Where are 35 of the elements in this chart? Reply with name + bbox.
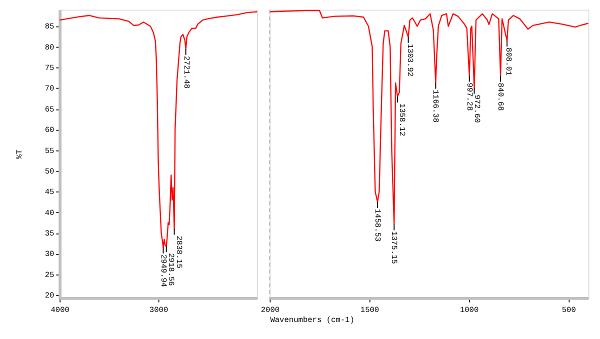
annotation: 1166.38 (430, 90, 440, 123)
annotation: 840.68 (496, 82, 505, 112)
annotation: 808.01 (503, 48, 512, 76)
x-axis-title: Wavenumbers (cm-1) (270, 316, 354, 325)
annotation: 997.28 (464, 82, 474, 112)
x-tick-label: 1000 (460, 306, 479, 316)
annotation: 2918.56 (166, 253, 176, 286)
y-tick-label: 45 (44, 188, 55, 198)
x-tick-label: 3000 (149, 306, 168, 316)
annotation: 1458.53 (372, 208, 382, 242)
annotation: 2838.15 (174, 236, 183, 269)
y-tick-label: 30 (44, 250, 55, 260)
y-axis-title: %T (15, 149, 24, 159)
annotation: 972.60 (472, 94, 482, 124)
x-tick-label: 500 (562, 306, 576, 316)
y-tick-label: 50 (44, 167, 55, 176)
annotation: 1358.12 (396, 103, 406, 136)
y-tick-label: 80 (44, 43, 55, 52)
y-tick-label: 85 (44, 22, 55, 32)
annotation: 2949.94 (158, 254, 168, 288)
y-tick-label: 55 (44, 146, 55, 156)
annotation: 2721.48 (182, 56, 191, 89)
x-tick-label: 4000 (50, 306, 70, 316)
y-tick-label: 70 (44, 84, 55, 94)
annotation: 1303.92 (404, 44, 414, 77)
y-tick-label: 35 (44, 229, 55, 238)
y-tick-label: 20 (44, 292, 55, 301)
annotation: 1375.15 (389, 231, 398, 264)
y-tick-label: 75 (44, 64, 55, 74)
y-tick-label: 40 (44, 208, 55, 218)
x-tick-label: 1500 (360, 306, 380, 316)
y-tick-label: 25 (44, 270, 55, 280)
y-tick-label: 65 (44, 105, 55, 114)
y-tick-label: 60 (44, 126, 55, 136)
x-tick-label: 2000 (260, 306, 280, 316)
